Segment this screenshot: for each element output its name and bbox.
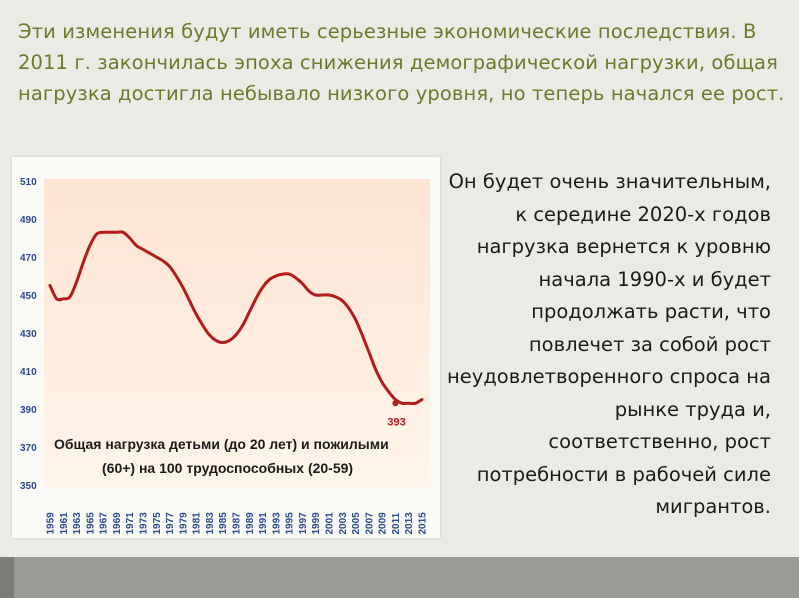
header-text: Эти изменения будут иметь серьезные экон… (18, 20, 785, 105)
minimum-point-label: 393 (387, 416, 405, 428)
x-tick-label: 2005 (351, 512, 362, 535)
y-tick-label: 390 (20, 405, 37, 416)
x-tick-label: 1999 (311, 512, 322, 535)
x-tick-label: 2009 (378, 512, 389, 535)
x-tick-label: 1981 (192, 512, 203, 535)
x-tick-label: 1973 (139, 512, 150, 535)
minimum-point-marker (392, 400, 399, 407)
chart-container: 350 370 390 410 430 450 470 490 510 1959 1961 1963 1… (12, 157, 440, 538)
y-tick-label: 510 (20, 177, 37, 188)
bottom-bar (0, 557, 799, 598)
x-tick-label: 1991 (258, 512, 269, 535)
x-tick-label: 1979 (178, 512, 189, 535)
series-line (48, 230, 424, 406)
x-tick-label: 2013 (404, 512, 415, 535)
x-tick-label: 2015 (418, 512, 429, 535)
y-tick-label: 450 (20, 291, 37, 302)
x-tick-label: 1993 (271, 512, 282, 535)
x-tick-label: 1963 (72, 512, 83, 535)
x-tick-label: 1959 (46, 512, 57, 535)
x-tick-label: 1997 (298, 512, 309, 535)
side-text: Он будет очень значительным, к середине … (447, 170, 771, 518)
x-tick-label: 1983 (205, 512, 216, 535)
y-tick-label: 370 (20, 443, 37, 454)
x-tick-label: 1967 (99, 512, 110, 535)
y-tick-label: 490 (20, 215, 37, 226)
x-tick-label: 1989 (245, 512, 256, 535)
x-tick-label: 1985 (218, 512, 229, 535)
x-tick-label: 1975 (152, 512, 163, 535)
y-tick-label: 350 (20, 481, 37, 492)
x-tick-label: 1995 (285, 512, 296, 535)
x-tick-label: 1987 (232, 512, 243, 535)
x-tick-label: 2007 (364, 512, 375, 535)
chart-title-line: (60+) на 100 трудоспособных (20-59) (102, 460, 353, 476)
bottom-bar-accent (0, 557, 14, 598)
x-tick-label: 1965 (85, 512, 96, 535)
x-tick-label: 1977 (165, 512, 176, 535)
y-tick-label: 430 (20, 329, 37, 340)
x-tick-label: 1971 (125, 512, 136, 535)
x-tick-label: 2001 (325, 512, 336, 535)
chart-title-line: Общая нагрузка детьми (до 20 лет) и пожи… (54, 436, 389, 452)
y-tick-label: 410 (20, 367, 37, 378)
x-tick-label: 2011 (391, 512, 402, 534)
x-tick-label: 1969 (112, 512, 123, 535)
x-tick-label: 2003 (338, 512, 349, 535)
x-tick-label: 1961 (59, 512, 70, 535)
y-tick-label: 470 (20, 253, 37, 264)
